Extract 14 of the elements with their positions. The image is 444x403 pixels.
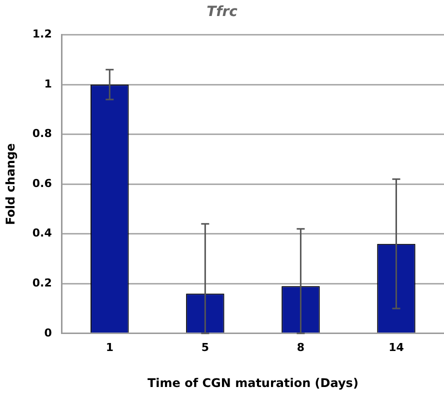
chart-title: Tfrc bbox=[206, 4, 238, 20]
x-tick-label: 14 bbox=[388, 340, 404, 354]
x-axis-title: Time of CGN maturation (Days) bbox=[147, 376, 358, 390]
y-tick-label: 0.4 bbox=[32, 226, 52, 240]
y-axis-title: Fold change bbox=[3, 143, 18, 226]
x-tick-label: 8 bbox=[296, 340, 305, 354]
y-tick-label: 0.6 bbox=[32, 176, 52, 190]
x-tick-label: 5 bbox=[201, 340, 210, 354]
x-tick-label: 1 bbox=[106, 340, 114, 354]
y-tick-label: 0.8 bbox=[32, 127, 52, 140]
y-tick-label: 1.2 bbox=[32, 28, 52, 41]
y-tick-label: 0.2 bbox=[32, 276, 52, 290]
y-tick-label: 0 bbox=[44, 326, 52, 340]
y-tick-label: 1 bbox=[44, 77, 52, 90]
